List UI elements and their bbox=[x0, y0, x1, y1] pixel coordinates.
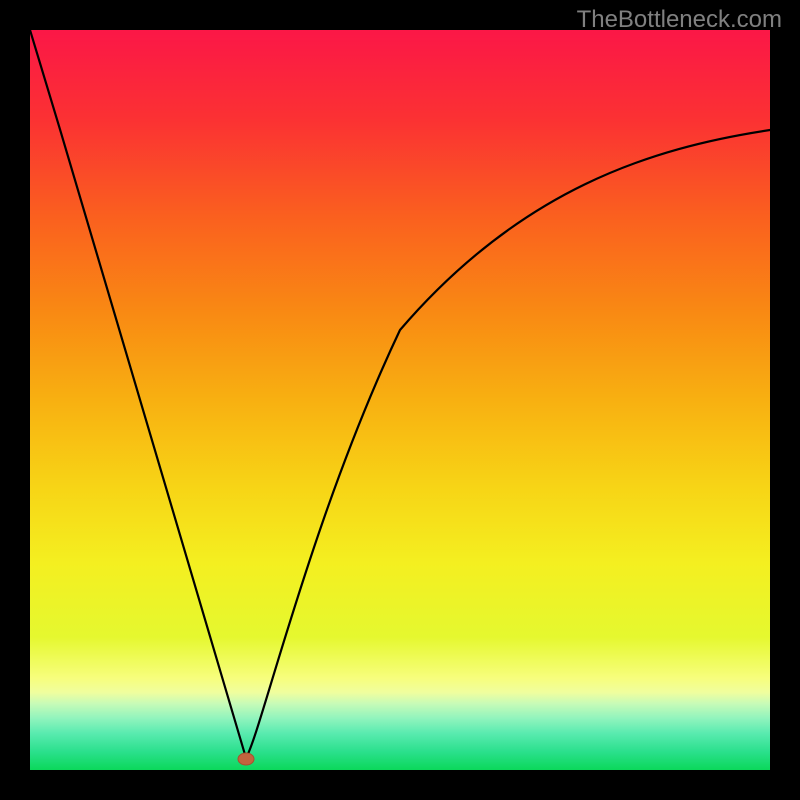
plot-area bbox=[30, 30, 770, 770]
plot-svg bbox=[30, 30, 770, 770]
chart-container: TheBottleneck.com bbox=[0, 0, 800, 800]
watermark-text: TheBottleneck.com bbox=[577, 6, 782, 34]
apex-marker bbox=[238, 753, 254, 765]
